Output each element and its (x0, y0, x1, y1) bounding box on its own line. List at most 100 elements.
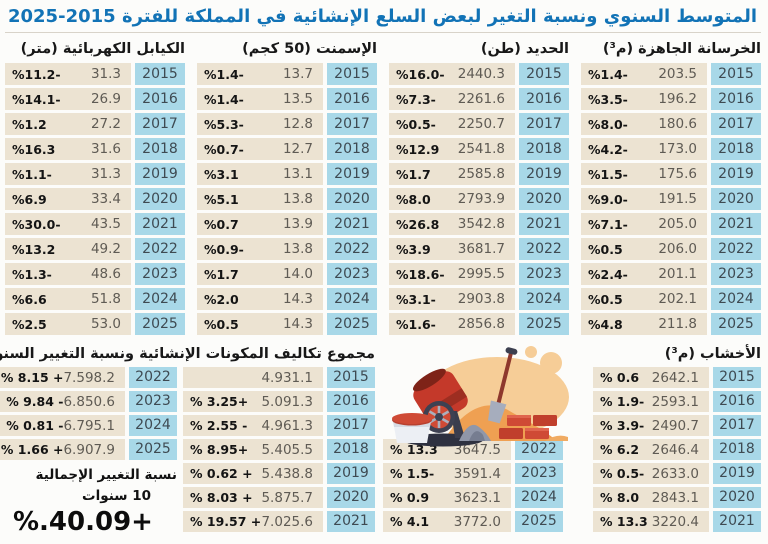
year-cell: 2022 (520, 238, 570, 260)
year-cell: 2025 (712, 313, 762, 335)
data-cell: %0.5 206.0 (582, 238, 708, 260)
percent-cell: %6.9 (13, 191, 48, 207)
percent-cell: % 1.5- (391, 466, 436, 481)
value-cell: 2440.3 (458, 66, 506, 82)
data-cell: % 13.3 3220.4 (594, 511, 710, 532)
table-row: 2015 %16.0- 2440.3 (390, 63, 570, 85)
year-cell: 2022 (136, 238, 186, 260)
year-cell: 2015 (712, 63, 762, 85)
year-cell: 2023 (328, 263, 378, 285)
year-cell: 2019 (520, 163, 570, 185)
year-cell: 2025 (328, 313, 378, 335)
percent-cell: % 0.5- (601, 466, 646, 481)
percent-cell: %1.3- (13, 266, 53, 282)
percent-cell: % 0.81 - (7, 418, 65, 433)
value-cell: 2261.6 (458, 91, 506, 107)
data-cell: %16.3 31.6 (6, 138, 132, 160)
percent-cell: %4.2- (589, 141, 629, 157)
data-cell: 4.931.1 (184, 367, 324, 388)
table-row: 2018 %0.7- 12.7 (198, 138, 378, 160)
year-cell: 2023 (130, 391, 178, 412)
year-cell: 2022 (130, 367, 178, 388)
value-cell: 3623.1 (454, 489, 502, 506)
year-cell: 2020 (520, 188, 570, 210)
year-cell: 2024 (712, 288, 762, 310)
value-cell: 13.8 (283, 191, 314, 207)
year-cell: 2018 (328, 138, 378, 160)
year-cell: 2018 (136, 138, 186, 160)
year-cell: 2015 (328, 367, 376, 388)
bricks-icon (500, 415, 558, 439)
table-row: 2020 % 8.03 + 5.875.7 (184, 487, 376, 508)
table-row: 2022 %13.2 49.2 (6, 238, 186, 260)
value-cell: 196.2 (659, 91, 698, 107)
value-cell: 31.3 (91, 166, 122, 182)
value-cell: 31.3 (91, 66, 122, 82)
column-header-iron: الحديد (طن) (481, 41, 570, 57)
value-cell: 43.5 (91, 216, 122, 232)
data-cell: % 8.95+ 5.405.5 (184, 439, 324, 460)
value-cell: 6.795.1 (64, 417, 116, 434)
table-row: 2020 % 8.0 2843.1 (594, 487, 762, 508)
value-cell: 173.0 (659, 141, 698, 157)
shovel-icon (488, 347, 519, 424)
value-cell: 5.405.5 (262, 441, 314, 458)
table-row: 2024 %2.0 14.3 (198, 288, 378, 310)
year-cell: 2024 (516, 487, 564, 508)
totals-header: مجموع تكاليف المكونات الإنشائية ونسبة ال… (0, 346, 376, 362)
bucket-icon (393, 413, 433, 443)
value-cell: 205.0 (659, 216, 698, 232)
year-cell: 2018 (712, 138, 762, 160)
table-row: 2018 %4.2- 173.0 (582, 138, 762, 160)
cement-table: 2015 %1.4- 13.7 2016 %1.4- 13.5 2017 (198, 63, 378, 335)
year-cell: 2019 (328, 163, 378, 185)
data-cell: % 0.6 2642.1 (594, 367, 710, 388)
table-row: 2023 %2.4- 201.1 (582, 263, 762, 285)
total-change-label: نسبة التغيير الإجمالية (36, 467, 178, 483)
data-cell: %9.0- 191.5 (582, 188, 708, 210)
data-cell: % 2.55 - 4.961.3 (184, 415, 324, 436)
total-change-value: %.40.09+ (14, 507, 154, 537)
percent-cell: % 6.2 (601, 442, 641, 457)
data-cell: %2.4- 201.1 (582, 263, 708, 285)
table-row: 2023 %1.3- 48.6 (6, 263, 186, 285)
value-cell: 211.8 (659, 316, 698, 332)
table-row: 2023 %18.6- 2995.5 (390, 263, 570, 285)
year-cell: 2021 (520, 213, 570, 235)
percent-cell: %0.5 (205, 316, 240, 332)
table-row: 2015 % 0.6 2642.1 (594, 367, 762, 388)
percent-cell: %2.4- (589, 266, 629, 282)
year-cell: 2020 (136, 188, 186, 210)
data-cell: % 8.0 2843.1 (594, 487, 710, 508)
data-cell: %2.0 14.3 (198, 288, 324, 310)
value-cell: 13.9 (283, 216, 314, 232)
year-cell: 2025 (136, 313, 186, 335)
percent-cell: % 8.15 + (1, 370, 65, 385)
percent-cell: % 8.0 (601, 490, 641, 505)
table-row: 2015 %1.4- 203.5 (582, 63, 762, 85)
year-cell: 2017 (328, 415, 376, 436)
data-cell: %8.0 2793.9 (390, 188, 516, 210)
value-cell: 12.7 (283, 141, 314, 157)
percent-cell: % 1.9- (601, 394, 646, 409)
year-cell: 2015 (714, 367, 762, 388)
percent-cell: %1.2 (13, 116, 48, 132)
data-cell: %11.2- 31.3 (6, 63, 132, 85)
data-cell: % 1.5- 3591.4 (384, 463, 512, 484)
table-row: 2021 % 19.57 + 7.025.6 (184, 511, 376, 532)
percent-cell: %5.1 (205, 191, 240, 207)
table-row: 2018 %12.9 2541.8 (390, 138, 570, 160)
data-cell: %30.0- 43.5 (6, 213, 132, 235)
percent-cell: %4.8 (589, 316, 624, 332)
percent-cell: %9.0- (589, 191, 629, 207)
year-cell: 2025 (516, 511, 564, 532)
table-row: 2017 % 2.55 - 4.961.3 (184, 415, 376, 436)
percent-cell: %16.3 (13, 141, 57, 157)
percent-cell: % 4.1 (391, 514, 431, 529)
table-row: 2016 %14.1- 26.9 (6, 88, 186, 110)
table-row: 2025 % 1.66 + 6.907.9 (0, 439, 178, 460)
year-cell: 2016 (714, 391, 762, 412)
year-cell: 2016 (328, 88, 378, 110)
percent-cell: % 13.3 (601, 514, 649, 529)
year-cell: 2024 (130, 415, 178, 436)
